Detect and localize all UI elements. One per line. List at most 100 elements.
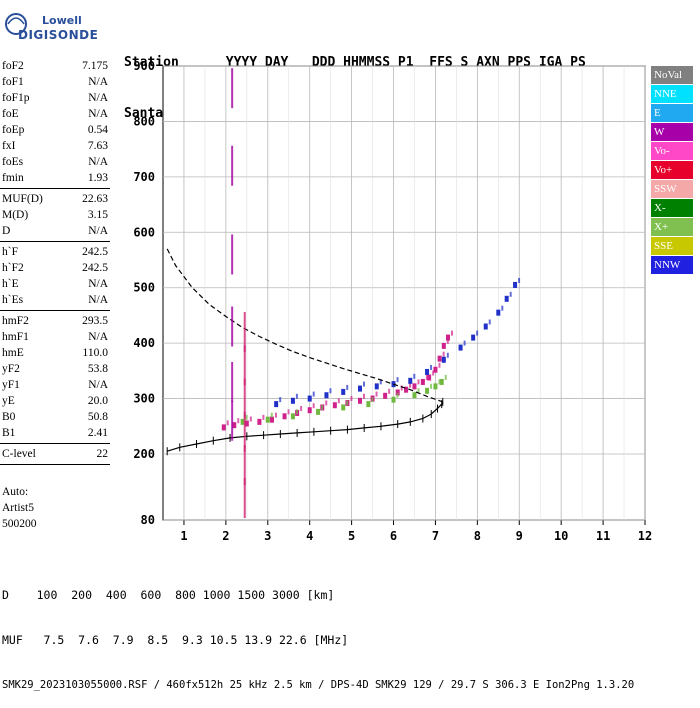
trace-point [438, 362, 441, 368]
param-label: B0 [2, 411, 16, 423]
trace-point [483, 323, 488, 330]
legend-item: NNW [651, 256, 693, 274]
trace-point [451, 330, 454, 336]
trace-point [243, 345, 246, 386]
x-tick-label: 2 [222, 529, 229, 543]
auto-software: Artist5 [2, 502, 34, 514]
trace-point [420, 378, 425, 385]
param-row: yF1 N/A [0, 377, 112, 393]
param-label: fxI [2, 140, 16, 152]
param-value: N/A [88, 92, 108, 104]
param-row: foEp 0.54 [0, 122, 112, 138]
trace-point [396, 377, 399, 383]
trace-point [413, 373, 416, 379]
legend-item: NNE [651, 85, 693, 103]
param-row: hmF1 N/A [0, 329, 112, 345]
trace-point [427, 374, 432, 381]
param-value: 0.54 [87, 124, 108, 136]
trace-point [265, 416, 270, 423]
y-tick-label: 300 [133, 392, 155, 406]
param-row: h`Es N/A [0, 292, 112, 308]
y-tick-label: 600 [133, 225, 155, 239]
trace-point [471, 334, 476, 341]
profile-line [166, 248, 443, 403]
trace-point [476, 330, 479, 336]
param-row: C-level 22 [0, 446, 112, 462]
trace-point [245, 414, 248, 420]
param-separator [0, 188, 110, 189]
param-label: yE [2, 395, 15, 407]
param-value: 242.5 [82, 246, 108, 258]
legend-item: X+ [651, 218, 693, 236]
auto-scaling-info: Auto: Artist5 500200 [2, 484, 37, 532]
param-separator [0, 443, 110, 444]
trace-point [463, 340, 466, 346]
param-row: yF2 53.8 [0, 361, 112, 377]
trace-point [366, 401, 371, 408]
x-tick-label: 8 [474, 529, 481, 543]
footer-distance-row: D 100 200 400 600 800 1000 1500 3000 [km… [2, 588, 335, 602]
y-tick-label: 80 [141, 513, 155, 527]
y-tick-label: 200 [133, 447, 155, 461]
trace-point [504, 295, 509, 302]
trace-point [279, 397, 282, 403]
trace-point [243, 445, 246, 485]
y-tick-label: 400 [133, 336, 155, 350]
legend-item: SSE [651, 237, 693, 255]
param-label: M(D) [2, 209, 29, 221]
legend-item: Vo+ [651, 161, 693, 179]
param-label: foEp [2, 124, 25, 136]
trace-point [357, 385, 362, 392]
param-value: N/A [88, 108, 108, 120]
trace-point [379, 379, 382, 385]
trace-point [396, 392, 399, 398]
trace-point [346, 400, 349, 406]
trace-point [325, 400, 328, 406]
trace-point [231, 234, 234, 275]
param-row: foF2 7.175 [0, 58, 112, 74]
x-tick-label: 6 [390, 529, 397, 543]
trace-point [446, 334, 451, 341]
legend-item: X- [651, 199, 693, 217]
trace-point [274, 401, 279, 408]
trace-point [509, 291, 512, 297]
trace-point [370, 395, 375, 402]
trace-point [300, 405, 303, 411]
x-tick-label: 11 [596, 529, 610, 543]
param-row: B0 50.8 [0, 409, 112, 425]
trace-point [362, 381, 365, 387]
trace-point [432, 370, 435, 376]
x-tick-label: 3 [264, 529, 271, 543]
trace-point [400, 385, 403, 391]
trace-point [430, 383, 433, 389]
param-value: 2.41 [87, 427, 108, 439]
trace-point [409, 382, 412, 388]
trace-point [295, 409, 298, 415]
trace-point [307, 407, 312, 414]
trace-point [425, 374, 428, 380]
logo-name: DIGISONDE [18, 28, 99, 42]
x-tick-label: 4 [306, 529, 313, 543]
trace-point [383, 392, 388, 399]
param-value: 7.175 [82, 60, 108, 72]
trace-point [439, 378, 444, 385]
trace-point [496, 309, 501, 316]
param-row: M(D) 3.15 [0, 207, 112, 223]
trace-point [243, 378, 246, 419]
param-row: yE 20.0 [0, 393, 112, 409]
trace-point [290, 397, 295, 404]
trace-point [441, 342, 446, 349]
trace-point [312, 391, 315, 397]
trace-point [437, 355, 442, 362]
trace-point [395, 389, 400, 396]
param-value: 242.5 [82, 262, 108, 274]
param-value: 7.63 [87, 140, 108, 152]
trace-point [404, 386, 409, 393]
trace-point [501, 305, 504, 311]
legend-item: NoVal [651, 66, 693, 84]
trace-point [408, 377, 413, 384]
param-label: h`F2 [2, 262, 24, 274]
trace-point [312, 403, 315, 409]
param-value: N/A [88, 278, 108, 290]
param-row: foE N/A [0, 106, 112, 122]
